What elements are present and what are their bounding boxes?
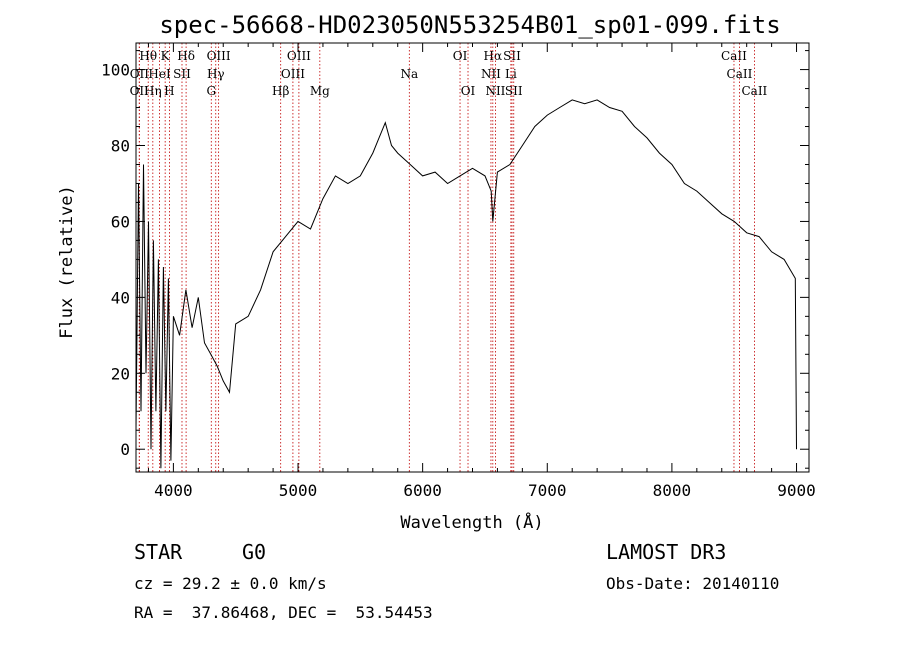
- y-tick-label-4: 80: [111, 137, 130, 156]
- line-marker-label-24: OI: [461, 84, 476, 98]
- line-marker-label-11: SII: [173, 67, 191, 81]
- y-axis-label: Flux (relative): [57, 185, 77, 339]
- object-class: STAR: [134, 540, 183, 564]
- x-tick-label-0: 4000: [154, 481, 193, 500]
- redshift-info: cz = 29.2 ± 0.0 km/s: [134, 574, 327, 593]
- line-marker-label-26: SII: [505, 84, 523, 98]
- x-tick-label-3: 7000: [528, 481, 567, 500]
- y-tick-label-5: 100: [101, 61, 130, 80]
- x-axis-ticks: 4000 5000 6000 7000 8000 9000: [147, 43, 816, 500]
- line-marker-label-12: Hγ: [207, 67, 225, 81]
- survey-name: LAMOST DR3: [606, 540, 727, 564]
- line-marker-label-21: G: [206, 84, 216, 98]
- object-subclass: G0: [242, 540, 267, 564]
- x-tick-label-2: 6000: [403, 481, 442, 500]
- line-marker-label-23: Mg: [310, 84, 330, 98]
- line-marker-label-4: OIII: [287, 49, 311, 63]
- line-marker-label-7: SII: [503, 49, 521, 63]
- line-marker-label-16: Li: [505, 67, 517, 81]
- y-tick-label-1: 20: [111, 364, 130, 383]
- line-marker-label-15: NII: [481, 67, 501, 81]
- y-tick-label-3: 60: [111, 212, 130, 231]
- line-marker-label-13: OIII: [281, 67, 305, 81]
- line-marker-label-0: Hθ: [139, 49, 157, 63]
- line-marker-label-6: Hα: [484, 49, 503, 63]
- spectrum-line: [135, 99, 797, 469]
- x-tick-label-4: 8000: [653, 481, 692, 500]
- x-axis-label: Wavelength (Å): [400, 511, 543, 533]
- coordinates-info: RA = 37.86468, DEC = 53.54453: [134, 603, 433, 622]
- line-marker-label-8: CaII: [721, 49, 747, 63]
- line-marker-label-20: H: [164, 84, 174, 98]
- y-axis-ticks: 0 20 40 60 80 100: [101, 50, 809, 469]
- chart-title: spec-56668-HD023050N553254B01_sp01-099.f…: [159, 11, 780, 39]
- observation-date: Obs-Date: 20140110: [606, 574, 780, 593]
- line-marker-label-18: OII: [130, 84, 150, 98]
- line-marker-label-22: Hβ: [272, 84, 289, 98]
- line-marker-label-1: K: [161, 49, 171, 63]
- line-marker-label-17: CaII: [727, 67, 753, 81]
- line-marker-label-25: NII: [485, 84, 505, 98]
- x-tick-label-1: 5000: [279, 481, 318, 500]
- line-marker-label-2: Hδ: [177, 49, 195, 63]
- x-tick-label-5: 9000: [777, 481, 816, 500]
- line-marker-label-3: OIII: [207, 49, 231, 63]
- line-marker-label-19: Hη: [144, 84, 162, 98]
- y-tick-label-2: 40: [111, 288, 130, 307]
- line-marker-label-9: OII: [130, 67, 150, 81]
- line-marker-label-14: Na: [400, 67, 418, 81]
- line-marker-label-27: CaII: [741, 84, 767, 98]
- y-tick-label-0: 0: [120, 440, 130, 459]
- line-marker-label-5: OI: [453, 49, 468, 63]
- plot-frame: [135, 42, 810, 473]
- line-marker-label-10: HeI: [148, 67, 171, 81]
